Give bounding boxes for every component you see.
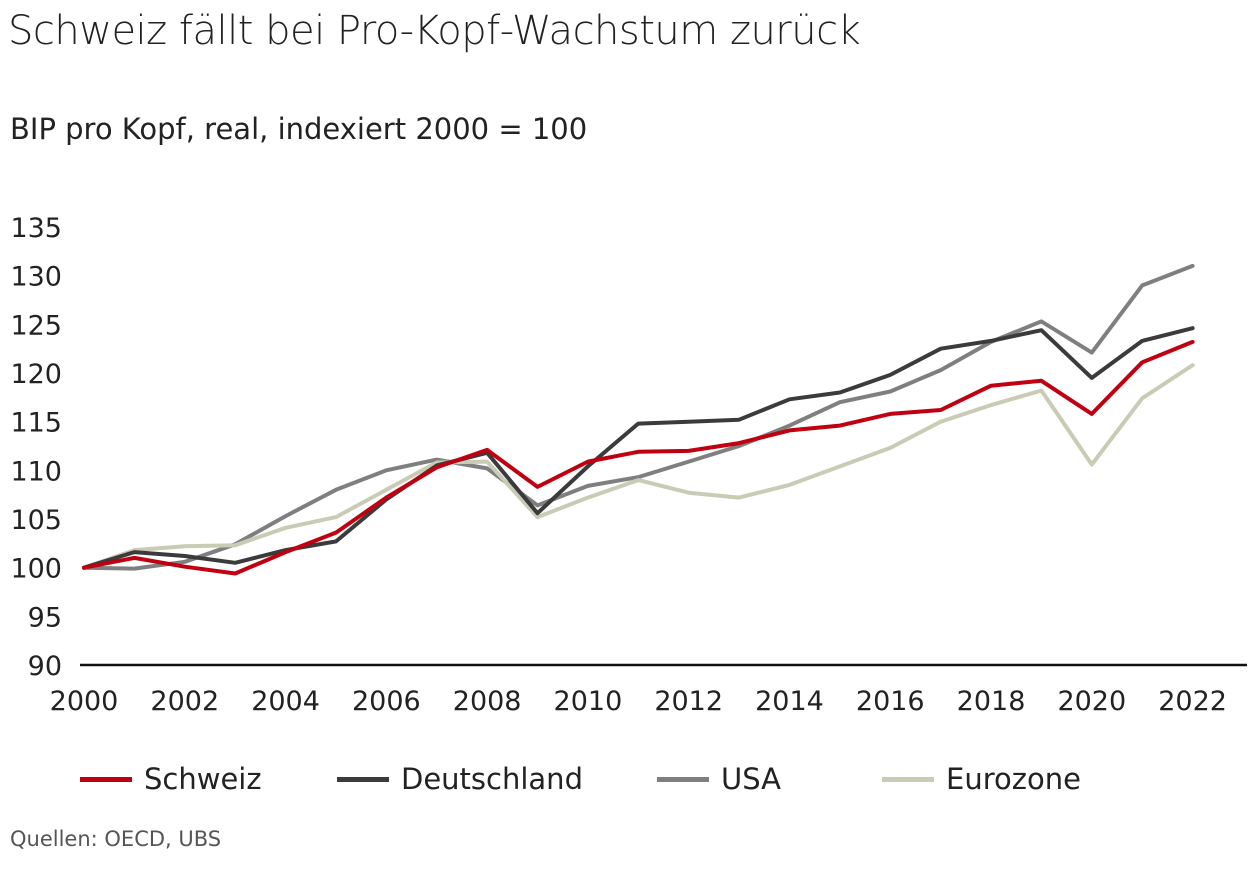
x-tick-label: 2016 — [856, 686, 925, 717]
y-tick-label: 130 — [10, 262, 62, 293]
x-tick-label: 2022 — [1158, 686, 1227, 717]
legend-item-deutschland: Deutschland — [337, 760, 583, 798]
x-tick-label: 2000 — [50, 686, 119, 717]
x-tick-label: 2014 — [755, 686, 824, 717]
x-axis-ticks: 2000 2002 2004 2006 2008 2010 2012 2014 2016 2018… — [50, 686, 1227, 717]
legend-label-schweiz: Schweiz — [144, 762, 262, 796]
legend-swatch-deutschland — [337, 776, 389, 782]
chart-title: Schweiz fällt bei Pro-Kopf-Wachstum zurü… — [8, 8, 861, 54]
series-line-schweiz — [82, 339, 1195, 576]
y-tick-label: 125 — [10, 310, 62, 341]
legend-swatch-usa — [657, 776, 709, 782]
x-tick-label: 2008 — [453, 686, 522, 717]
series-line-usa — [82, 263, 1195, 571]
x-tick-label: 2002 — [150, 686, 219, 717]
legend-swatch-eurozone — [882, 776, 934, 782]
legend-item-usa: USA — [657, 760, 781, 798]
legend: Schweiz Deutschland USA Eurozone — [0, 760, 1260, 800]
legend-label-usa: USA — [721, 762, 782, 796]
x-tick-label: 2010 — [554, 686, 623, 717]
legend-item-eurozone: Eurozone — [882, 760, 1081, 798]
y-tick-label: 120 — [10, 359, 62, 390]
x-tick-label: 2004 — [251, 686, 320, 717]
x-tick-label: 2018 — [957, 686, 1026, 717]
x-tick-label: 2006 — [352, 686, 421, 717]
y-tick-label: 115 — [10, 408, 62, 439]
y-tick-label: 105 — [10, 505, 62, 536]
x-tick-label: 2020 — [1057, 686, 1126, 717]
y-tick-label: 95 — [28, 602, 62, 633]
legend-label-deutschland: Deutschland — [401, 762, 583, 796]
y-tick-label: 110 — [10, 456, 62, 487]
series-line-deutschland — [82, 326, 1195, 570]
series-lines — [82, 263, 1195, 576]
chart-subtitle: BIP pro Kopf, real, indexiert 2000 = 100 — [10, 112, 588, 146]
legend-swatch-schweiz — [80, 776, 132, 782]
y-tick-label: 135 — [10, 213, 62, 244]
legend-item-schweiz: Schweiz — [80, 760, 262, 798]
legend-label-eurozone: Eurozone — [946, 762, 1081, 796]
y-axis-ticks: 90 95 100 105 110 115 120 125 130 135 — [10, 213, 62, 682]
y-tick-label: 100 — [10, 554, 62, 585]
y-tick-label: 90 — [28, 651, 62, 682]
series-line-eurozone — [82, 363, 1195, 570]
x-tick-label: 2012 — [654, 686, 723, 717]
source-note: Quellen: OECD, UBS — [10, 827, 222, 851]
